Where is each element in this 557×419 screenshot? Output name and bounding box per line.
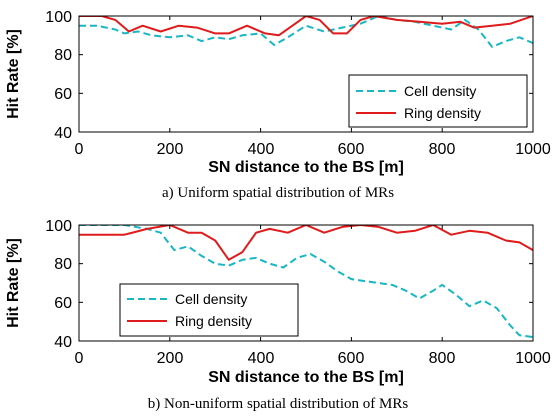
- panel-b-x-tick-1000: 1000: [515, 350, 551, 367]
- panel-a-legend-label-cell-density: Cell density: [404, 83, 476, 99]
- panel-b-x-tick-0: 0: [75, 350, 84, 367]
- panel-b-x-axis-label: SN distance to the BS [m]: [208, 369, 404, 386]
- panel-a: 0 200 400 600 800 1000 40 60 80 100 SN d…: [5, 9, 551, 201]
- panel-a-y-axis-label: Hit Rate [%]: [5, 29, 22, 119]
- panel-b-y-tick-100: 100: [45, 218, 72, 235]
- panel-b-y-tick-40: 40: [54, 334, 72, 351]
- panel-a-y-tick-80: 80: [54, 47, 72, 64]
- panel-a-legend-label-ring-density: Ring density: [404, 105, 481, 121]
- panel-a-x-tick-600: 600: [338, 141, 365, 158]
- panel-a-x-tick-400: 400: [248, 141, 275, 158]
- panel-b-series-layer: [79, 225, 533, 339]
- panel-a-x-tick-200: 200: [157, 141, 184, 158]
- panel-a-legend: Cell density Ring density: [348, 74, 528, 128]
- panel-b-legend: Cell density Ring density: [119, 283, 299, 337]
- panel-a-x-tick-1000: 1000: [515, 141, 551, 158]
- panel-b-ticks: [78, 224, 534, 342]
- panel-b-y-axis-label: Hit Rate [%]: [5, 238, 22, 328]
- panel-b-series-ring-density: [79, 225, 533, 261]
- panel-b-x-tick-400: 400: [248, 350, 275, 367]
- panel-a-series-cell-density: [79, 16, 533, 48]
- panel-b: 0 200 400 600 800 1000 40 60 80 100 SN d…: [5, 218, 551, 412]
- panel-a-plot-frame: [78, 15, 534, 133]
- panel-a-x-tick-0: 0: [75, 141, 84, 158]
- panel-a-x-tick-800: 800: [429, 141, 456, 158]
- panel-b-y-tick-60: 60: [54, 295, 72, 312]
- panel-a-y-tick-60: 60: [54, 86, 72, 103]
- panel-b-x-tick-200: 200: [157, 350, 184, 367]
- panel-a-legend-box: [348, 74, 528, 128]
- panel-b-x-tick-600: 600: [338, 350, 365, 367]
- panel-a-y-tick-40: 40: [54, 125, 72, 142]
- panel-b-series-cell-density: [79, 225, 533, 339]
- panel-a-caption: a) Uniform spatial distribution of MRs: [162, 185, 394, 201]
- panel-a-series-layer: [79, 16, 533, 48]
- panel-b-y-tick-80: 80: [54, 256, 72, 273]
- panel-b-legend-box: [119, 283, 299, 337]
- panel-b-x-tick-800: 800: [429, 350, 456, 367]
- panel-a-y-tick-100: 100: [45, 9, 72, 26]
- panel-b-legend-label-ring-density: Ring density: [175, 313, 252, 329]
- panel-b-caption: b) Non-uniform spatial distribution of M…: [148, 396, 409, 412]
- panel-a-x-axis-label: SN distance to the BS [m]: [208, 159, 404, 176]
- panel-a-ticks: [78, 15, 534, 133]
- panel-b-legend-label-cell-density: Cell density: [175, 291, 247, 307]
- panel-b-plot-frame: [78, 224, 534, 342]
- panel-a-series-ring-density: [79, 16, 533, 37]
